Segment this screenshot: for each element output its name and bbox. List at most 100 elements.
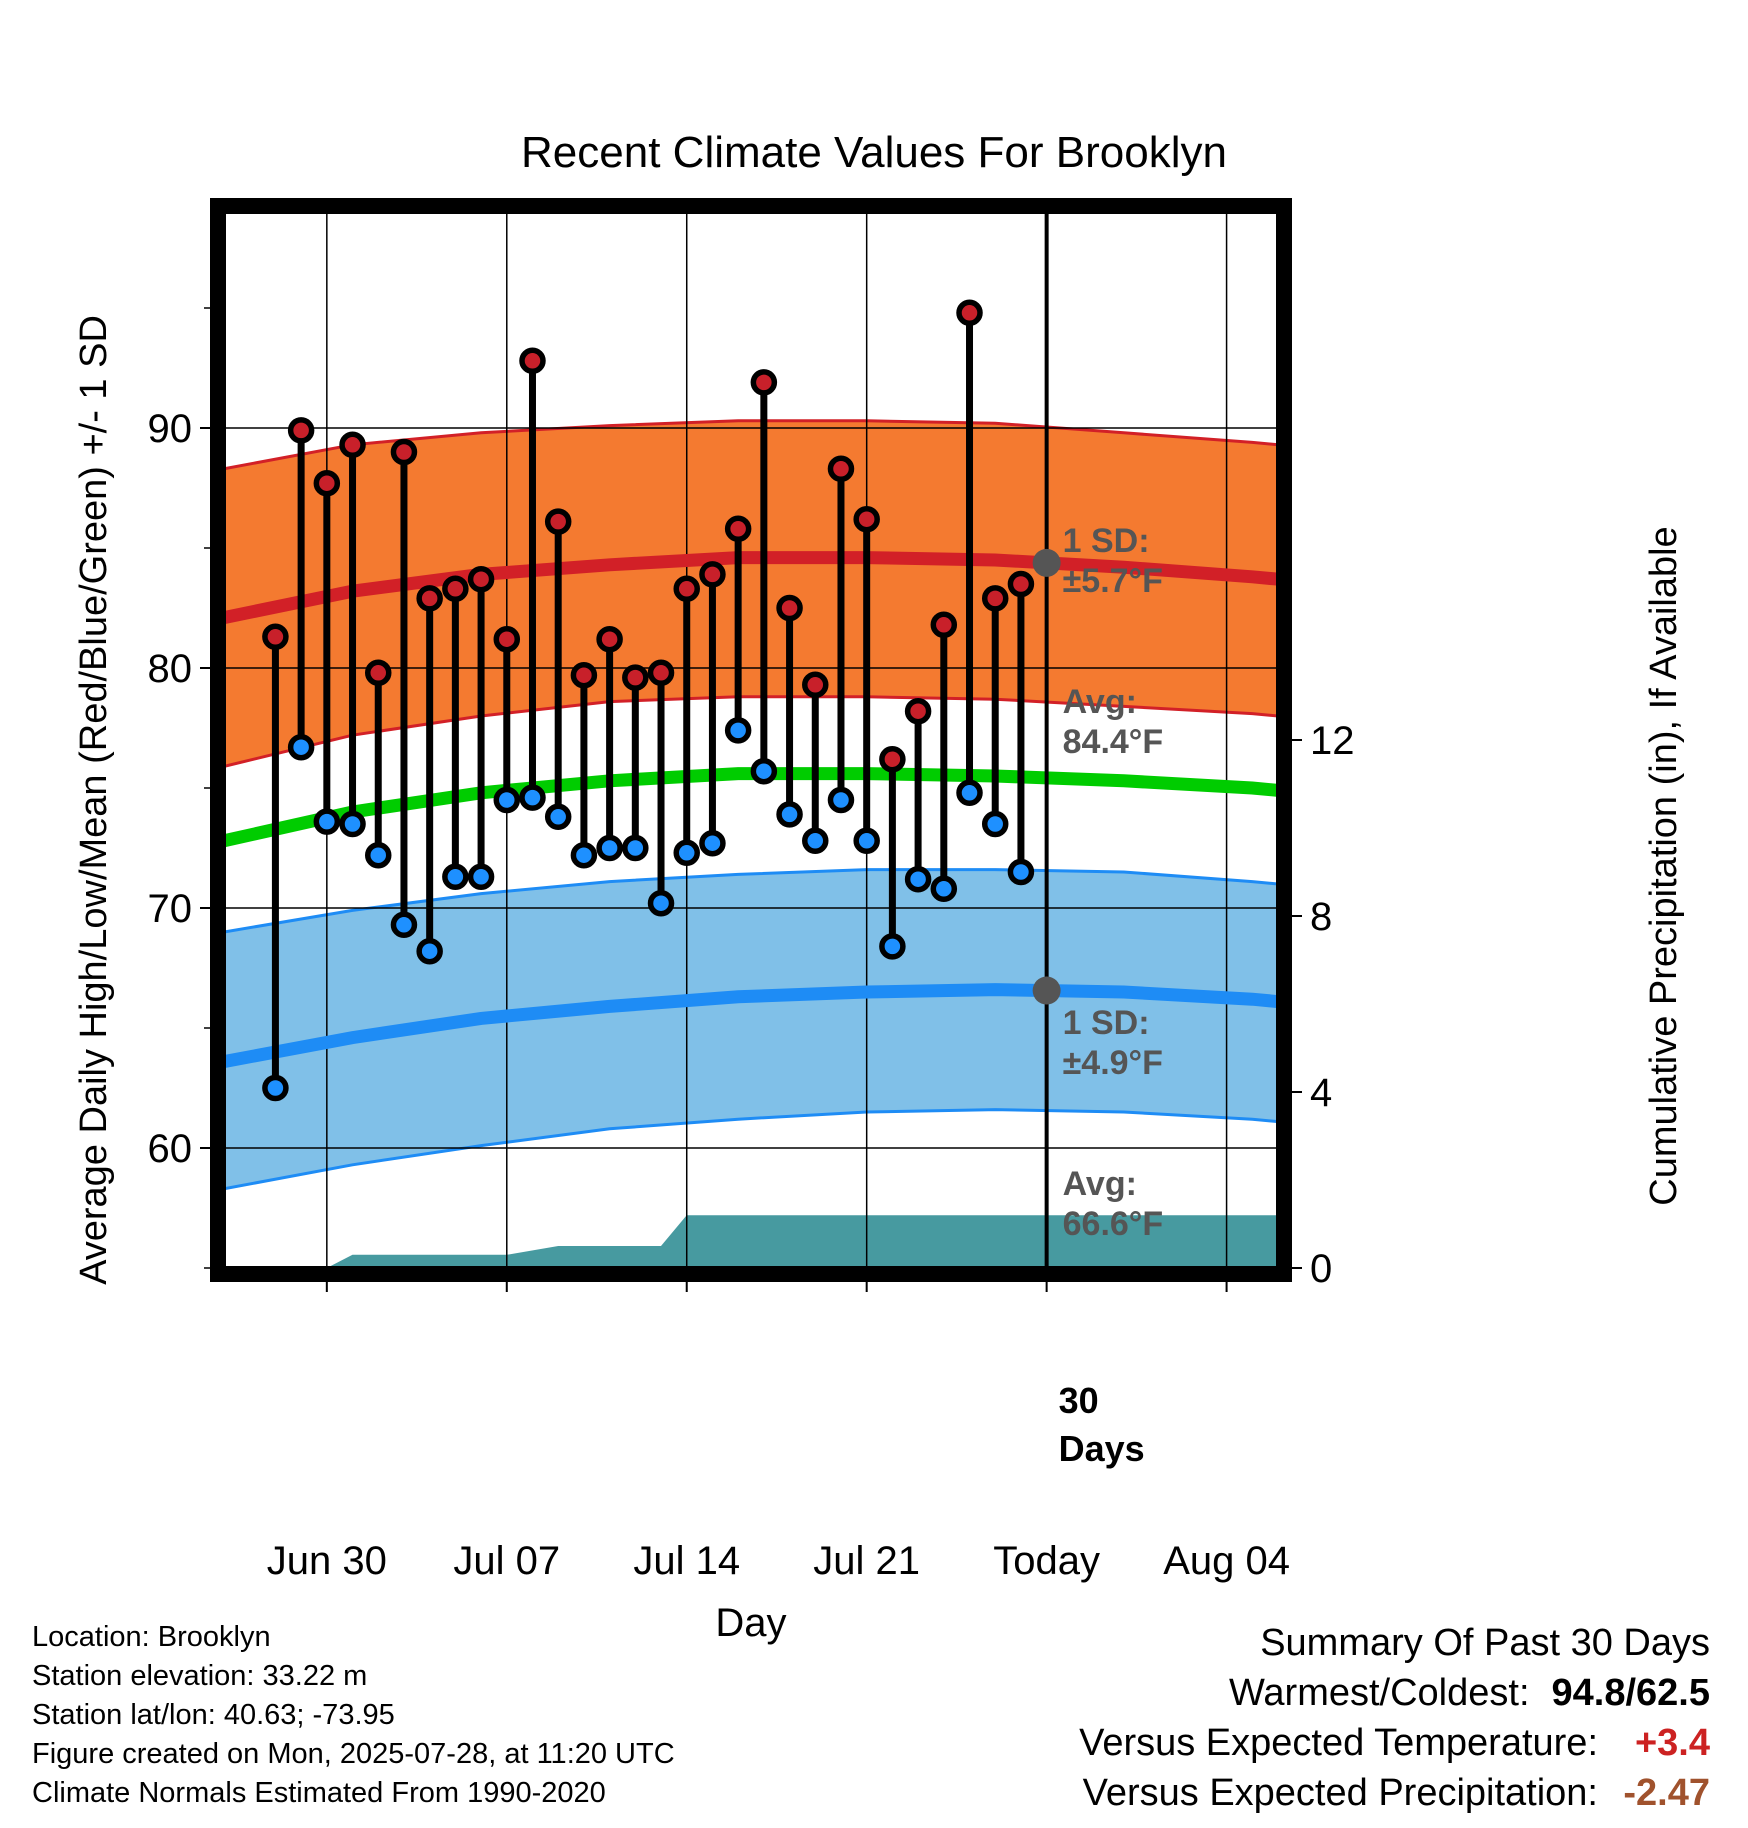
- y-tick-label: 90: [148, 407, 193, 451]
- observed-high-point: [1007, 570, 1035, 598]
- observed-high-point: [673, 575, 700, 603]
- observed-low-point: [673, 839, 700, 867]
- observed-high-point: [750, 369, 778, 396]
- observed-high-point: [802, 671, 829, 699]
- observed-high-point: [827, 455, 855, 483]
- today-marker-group: [1032, 212, 1061, 1268]
- observed-low-point: [287, 733, 315, 761]
- observed-high-point: [853, 505, 880, 533]
- observed-high-point: [544, 508, 572, 535]
- normals-period-text: Climate Normals Estimated From 1990-2020: [32, 1777, 606, 1809]
- summary-panel: Summary Of Past 30 Days Warmest/Coldest:…: [1079, 1618, 1710, 1818]
- observed-low-point: [493, 786, 521, 814]
- observed-low-point: [802, 827, 829, 855]
- elevation-text: Station elevation: 33.22 m: [32, 1660, 368, 1692]
- observed-low-point: [853, 827, 880, 855]
- x-tick-label: Jul 21: [813, 1539, 920, 1583]
- plot-frame: [210, 198, 1292, 1282]
- summary-warmest-coldest: Warmest/Coldest: 94.8/62.5: [1079, 1668, 1710, 1718]
- y2-tick-label: 12: [1310, 719, 1355, 763]
- precipitation-area: [224, 1215, 1278, 1268]
- observed-low-point: [313, 808, 341, 835]
- observed-low-point: [1007, 858, 1035, 886]
- high-sd-value: ±5.7°F: [1063, 562, 1163, 600]
- observed-low-point: [981, 810, 1009, 838]
- observed-low-point: [750, 757, 778, 785]
- low-avg-label: Avg:: [1063, 1165, 1137, 1203]
- observed-high-point: [313, 469, 341, 497]
- x-tick-label: Jun 30: [267, 1539, 387, 1583]
- observed-high-point: [596, 625, 623, 653]
- observed-high-point: [364, 659, 392, 687]
- observed-low-point: [544, 803, 572, 831]
- x-tick-label: Today: [993, 1539, 1100, 1583]
- observed-low-point: [879, 933, 906, 960]
- low-mean-line: [224, 983, 1278, 1068]
- observed-low-point: [647, 889, 675, 917]
- observed-low-point: [596, 834, 623, 862]
- observed-high-point: [570, 661, 598, 689]
- observed-low-point: [699, 829, 726, 857]
- high-upper-edge: [224, 419, 1278, 471]
- summary-precip: Versus Expected Precipitation: -2.47: [1079, 1768, 1710, 1818]
- observed-high-point: [879, 745, 906, 773]
- observed-high-point: [519, 347, 546, 375]
- observed-high-point: [776, 594, 803, 622]
- location-text: Location: Brooklyn: [32, 1621, 271, 1653]
- observed-low-point: [519, 784, 546, 811]
- observed-high-point: [930, 611, 958, 639]
- observed-low-point: [262, 1074, 289, 1102]
- normal-bands: [224, 419, 1278, 1191]
- low-sd-value: ±4.9°F: [1063, 1044, 1163, 1082]
- high-lower-edge: [224, 695, 1278, 768]
- observed-low-point: [390, 911, 418, 939]
- warmest-coldest-value: 94.8/62.5: [1551, 1672, 1710, 1714]
- y-tick-label: 70: [148, 887, 193, 931]
- today-low-avg-marker: [1032, 976, 1061, 1005]
- observed-high-point: [467, 565, 495, 593]
- observed-low-point: [442, 863, 469, 891]
- summary-heading: Summary Of Past 30 Days: [1260, 1622, 1710, 1664]
- high-avg-value: 84.4°F: [1063, 723, 1164, 761]
- warmest-coldest-label: Warmest/Coldest:: [1228, 1672, 1530, 1714]
- latlon-text: Station lat/lon: 40.63; -73.95: [32, 1699, 395, 1731]
- observed-high-point: [416, 585, 443, 612]
- axes: 60 70 80 90 0 4 8 12 Jun 30 Jul 07 Jul 14 Jul 21 Tod…: [73, 307, 1685, 1645]
- observed-low-point: [827, 786, 855, 814]
- y2-axis-label: Cumulative Precipitation (in), If Availa…: [1643, 526, 1685, 1205]
- observed-high-point: [647, 659, 675, 687]
- precipitation-area-group: [224, 1215, 1278, 1268]
- observed-high-point: [956, 299, 983, 327]
- x-axis-label: Day: [715, 1601, 786, 1645]
- y2-tick-label: 8: [1310, 895, 1332, 939]
- observed-low-point: [930, 875, 958, 903]
- high-avg-label: Avg:: [1063, 683, 1137, 721]
- today-high-avg-marker: [1032, 548, 1061, 577]
- observed-high-point: [287, 417, 315, 444]
- precip-anomaly-label: Versus Expected Precipitation:: [1082, 1772, 1598, 1814]
- observed-low-point: [622, 834, 649, 862]
- high-sd-band: [224, 420, 1278, 767]
- window-label-line1: 30: [1059, 1380, 1099, 1421]
- observed-high-point: [622, 664, 649, 691]
- observed-low-point: [364, 841, 392, 869]
- summary-temp: Versus Expected Temperature: +3.4: [1079, 1718, 1710, 1768]
- low-upper-edge: [224, 868, 1278, 934]
- low-lower-edge: [224, 1108, 1278, 1191]
- observed-low-point: [956, 779, 983, 807]
- temp-anomaly-label: Versus Expected Temperature:: [1079, 1722, 1598, 1764]
- normal-lines: [224, 551, 1278, 1068]
- observed-low-point: [776, 801, 803, 828]
- plot-frame-group: [210, 198, 1292, 1282]
- observed-high-point: [724, 515, 752, 543]
- observed-low-point: [570, 841, 598, 869]
- x-tick-label: Aug 04: [1163, 1539, 1290, 1583]
- y-axis-label: Average Daily High/Low/Mean (Red/Blue/Gr…: [73, 315, 115, 1285]
- observed-high-point: [981, 585, 1009, 612]
- observed-high-point: [390, 438, 418, 466]
- y-tick-label: 80: [148, 647, 193, 691]
- y2-tick-label: 0: [1310, 1247, 1332, 1291]
- high-mean-line: [224, 551, 1278, 624]
